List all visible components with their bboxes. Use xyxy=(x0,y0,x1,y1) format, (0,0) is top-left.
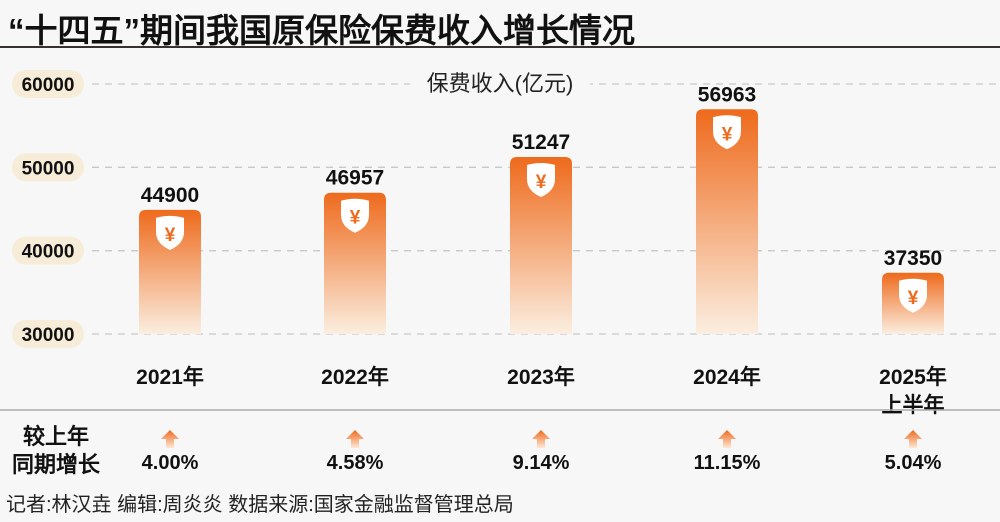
yuan-shield-icon xyxy=(713,115,741,150)
yuan-glyph: ¥ xyxy=(722,124,733,145)
up-arrow-icon xyxy=(532,430,550,448)
data-label: 37350 xyxy=(884,247,942,270)
growth-value: 4.00% xyxy=(142,452,199,474)
bar xyxy=(510,156,572,334)
growth-value: 5.04% xyxy=(885,452,942,474)
yuan-shield-icon xyxy=(527,162,555,197)
up-arrow-icon xyxy=(346,430,364,448)
y-tick-label: 30000 xyxy=(22,325,75,346)
growth-row-label: 较上年 xyxy=(23,424,89,449)
x-tick-label: 2024年 xyxy=(693,365,761,389)
yuan-shield-icon xyxy=(899,278,927,313)
y-tick-label: 40000 xyxy=(22,242,75,263)
bar xyxy=(696,109,758,334)
growth-value: 4.58% xyxy=(327,452,384,474)
x-tick-label: 2023年 xyxy=(507,365,575,389)
yuan-shield-icon xyxy=(341,198,369,233)
data-label: 56963 xyxy=(698,83,756,106)
data-label: 44900 xyxy=(141,184,199,207)
y-tick-badge xyxy=(12,153,84,182)
y-tick-label: 50000 xyxy=(22,158,75,179)
y-tick-label: 60000 xyxy=(22,75,75,96)
series-label: 保费收入(亿元) xyxy=(427,71,574,96)
y-tick-badge xyxy=(12,320,84,348)
chart-title: “十四五”期间我国原保险保费收入增长情况 xyxy=(8,12,635,49)
up-arrow-icon xyxy=(904,430,922,448)
x-tick-label: 2022年 xyxy=(321,365,389,389)
yuan-glyph: ¥ xyxy=(165,225,176,246)
yuan-glyph: ¥ xyxy=(536,172,547,193)
title-divider xyxy=(0,46,1000,48)
bar xyxy=(324,192,386,334)
data-label: 46957 xyxy=(326,167,384,190)
y-tick-badge xyxy=(12,236,84,265)
credit-line: 记者:林汉垚 编辑:周炎炎 数据来源:国家金融监督管理总局 xyxy=(6,494,514,516)
data-label: 51247 xyxy=(512,131,570,154)
y-tick-badge xyxy=(12,70,84,98)
up-arrow-icon xyxy=(718,430,736,448)
x-tick-label: 2021年 xyxy=(136,365,204,389)
bar xyxy=(139,209,201,334)
x-tick-label: 上半年 xyxy=(882,393,945,417)
growth-value: 11.15% xyxy=(694,452,761,474)
yuan-glyph: ¥ xyxy=(350,208,361,229)
yuan-shield-icon xyxy=(156,215,184,250)
x-tick-label: 2025年 xyxy=(879,365,947,389)
yuan-glyph: ¥ xyxy=(908,288,919,309)
up-arrow-icon xyxy=(161,430,179,448)
growth-value: 9.14% xyxy=(513,452,570,474)
growth-row-label: 同期增长 xyxy=(12,452,101,477)
